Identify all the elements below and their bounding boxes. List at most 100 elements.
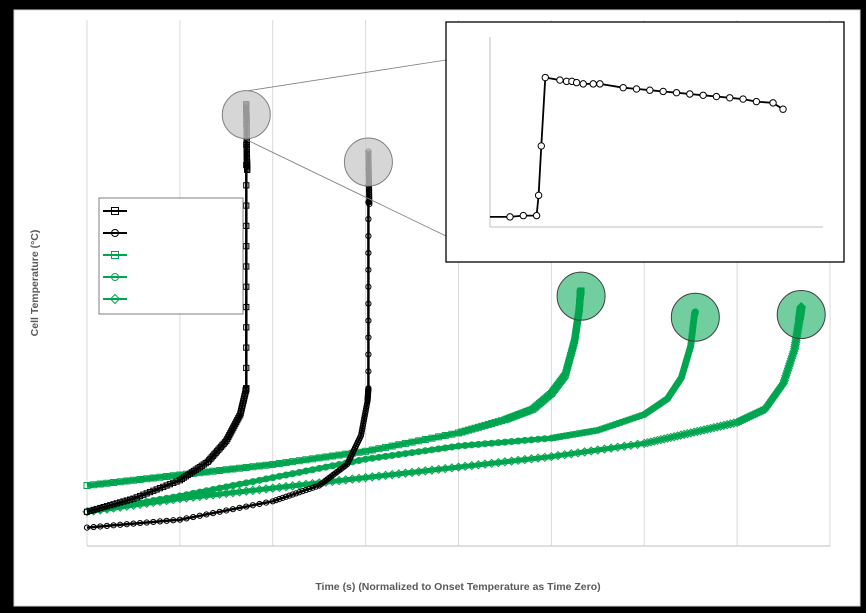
data-point <box>368 454 376 462</box>
data-point <box>295 468 303 476</box>
legend-swatch-marker <box>111 273 119 281</box>
data-point <box>574 430 582 438</box>
data-point <box>382 452 390 460</box>
data-point <box>209 467 217 475</box>
data-point <box>365 317 372 324</box>
data-point <box>756 406 766 416</box>
data-point <box>441 432 449 440</box>
data-point <box>202 468 210 476</box>
data-point <box>110 479 118 487</box>
data-point <box>196 512 203 519</box>
data-point <box>514 437 522 445</box>
data-point <box>744 412 754 422</box>
data-point <box>563 364 571 372</box>
data-point <box>729 418 739 428</box>
data-point <box>441 444 449 452</box>
data-point <box>136 475 144 483</box>
data-point <box>243 263 250 270</box>
legend-swatch-marker <box>111 229 119 237</box>
data-point <box>734 416 744 427</box>
inset-data-point <box>541 73 549 82</box>
data-point <box>153 486 160 493</box>
data-point <box>244 166 251 174</box>
data-point <box>561 371 569 379</box>
data-point <box>243 243 250 250</box>
data-point <box>541 435 549 443</box>
data-point <box>279 494 286 502</box>
legend-item <box>103 229 127 237</box>
data-point <box>315 464 323 472</box>
data-point <box>488 439 496 447</box>
data-point <box>123 497 130 504</box>
data-point <box>508 438 516 446</box>
data-point <box>687 342 695 350</box>
data-point <box>243 182 250 189</box>
data-point <box>130 520 137 527</box>
data-point <box>521 436 529 444</box>
inset-data-point <box>556 76 564 84</box>
data-point <box>123 477 131 485</box>
data-point <box>567 431 575 439</box>
data-point <box>103 479 111 487</box>
data-point <box>123 521 130 528</box>
data-point <box>561 432 569 440</box>
data-point <box>435 445 443 453</box>
data-point <box>282 493 290 500</box>
data-point <box>474 440 482 448</box>
data-point <box>90 506 97 514</box>
data-point <box>501 438 509 446</box>
data-point <box>395 441 403 449</box>
data-point <box>335 451 343 459</box>
inset-data-point <box>726 94 734 102</box>
data-point <box>183 515 190 522</box>
data-point <box>565 359 573 367</box>
highlight-circle <box>343 137 393 187</box>
data-point <box>263 499 270 506</box>
data-point <box>312 483 319 490</box>
highlight-circles <box>221 90 826 342</box>
inset-data-point <box>589 80 597 88</box>
data-point <box>750 409 760 419</box>
data-point <box>272 497 280 504</box>
legend-swatch-marker <box>111 251 119 259</box>
data-point <box>365 334 372 341</box>
data-point <box>408 449 416 457</box>
data-point <box>163 482 170 489</box>
data-point <box>87 507 94 514</box>
data-point <box>299 488 306 495</box>
data-point <box>597 425 605 433</box>
data-point <box>209 510 217 517</box>
data-point <box>567 349 575 357</box>
main-x-axis-label: Time (s) (Normalized to Onset Temperatur… <box>315 581 600 593</box>
data-point <box>282 471 290 479</box>
data-point <box>117 521 124 528</box>
data-point <box>243 202 250 209</box>
data-point <box>382 443 390 451</box>
data-point <box>604 423 612 431</box>
data-point <box>634 413 642 421</box>
data-point <box>150 518 157 526</box>
data-point <box>286 492 293 499</box>
data-point <box>249 463 257 471</box>
data-point <box>732 417 742 428</box>
legend-item <box>103 251 127 259</box>
data-point <box>289 458 297 466</box>
data-point <box>570 339 578 347</box>
data-point <box>584 428 592 436</box>
data-point <box>275 460 283 468</box>
data-point <box>249 502 256 509</box>
data-point <box>256 500 263 508</box>
highlight-circle <box>670 292 720 342</box>
data-point <box>103 503 111 510</box>
inset-data-point <box>672 89 681 97</box>
data-point <box>365 283 372 290</box>
data-point <box>388 451 396 459</box>
data-point <box>461 441 469 449</box>
data-point <box>328 462 336 470</box>
data-point <box>222 466 230 474</box>
data-point <box>169 472 177 480</box>
data-point <box>421 447 429 455</box>
data-point <box>365 249 372 257</box>
data-point <box>243 344 250 351</box>
inset-data-point <box>572 78 581 87</box>
